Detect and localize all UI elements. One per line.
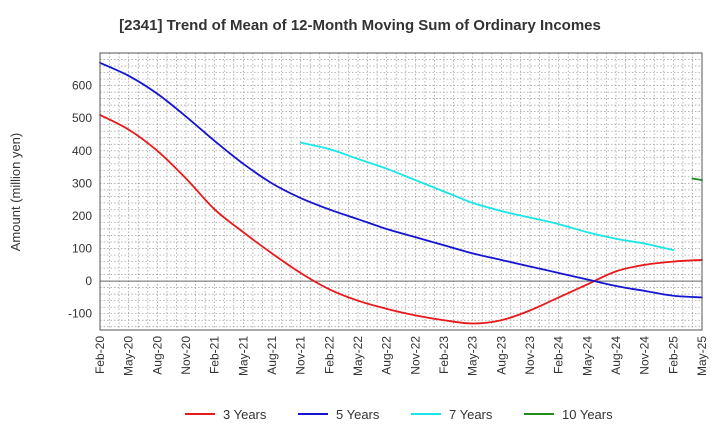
series-line-5-years bbox=[99, 61, 703, 299]
y-tick-label: 600 bbox=[72, 79, 92, 93]
x-tick-label: Feb-24 bbox=[552, 336, 566, 374]
y-tick-labels: -100 0 100 200 300 400 500 600 bbox=[68, 79, 92, 321]
legend-item-10-years: 10 Years bbox=[524, 407, 613, 422]
x-tick-label: Aug-24 bbox=[609, 336, 623, 375]
x-tick-label: Nov-21 bbox=[294, 336, 308, 375]
x-tick-label: Feb-22 bbox=[322, 336, 336, 374]
legend-label: 10 Years bbox=[562, 407, 613, 422]
series-line-10-years bbox=[691, 177, 703, 181]
x-tick-label: May-20 bbox=[122, 336, 136, 376]
x-tick-label: May-22 bbox=[351, 336, 365, 376]
y-tick-label: 100 bbox=[72, 242, 92, 256]
x-tick-labels: Feb-20 May-20 Aug-20 Nov-20 Feb-21 May-21 Aug-… bbox=[93, 336, 709, 376]
y-axis-label: Amount (million yen) bbox=[8, 133, 23, 252]
x-tick-label: Aug-23 bbox=[494, 336, 508, 375]
x-tick-label: Aug-21 bbox=[265, 336, 279, 375]
x-tick-label: May-23 bbox=[466, 336, 480, 376]
y-tick-label: 500 bbox=[72, 111, 92, 125]
chart-title: [2341] Trend of Mean of 12-Month Moving … bbox=[119, 17, 601, 34]
series-line-7-years bbox=[299, 141, 675, 252]
legend: 3 Years 5 Years 7 Years 10 Years bbox=[185, 407, 613, 422]
y-tick-label: 200 bbox=[72, 209, 92, 223]
series-lines bbox=[99, 61, 703, 325]
y-tick-label: 0 bbox=[85, 274, 92, 288]
series-line-3-years bbox=[99, 114, 703, 325]
x-tick-label: Nov-24 bbox=[638, 336, 652, 375]
legend-label: 3 Years bbox=[223, 407, 267, 422]
legend-item-3-years: 3 Years bbox=[185, 407, 267, 422]
y-tick-label: -100 bbox=[68, 307, 92, 321]
x-tick-label: May-25 bbox=[695, 336, 709, 376]
x-tick-label: Aug-20 bbox=[150, 336, 164, 375]
x-tick-label: Feb-23 bbox=[437, 336, 451, 374]
x-tick-label: May-24 bbox=[580, 336, 594, 376]
grid-lines bbox=[100, 52, 702, 330]
x-tick-label: Feb-21 bbox=[208, 336, 222, 374]
legend-item-5-years: 5 Years bbox=[298, 407, 380, 422]
x-tick-label: Nov-22 bbox=[408, 336, 422, 375]
y-tick-label: 400 bbox=[72, 144, 92, 158]
plot-frame bbox=[99, 52, 703, 331]
legend-item-7-years: 7 Years bbox=[411, 407, 493, 422]
legend-label: 5 Years bbox=[336, 407, 380, 422]
y-tick-label: 300 bbox=[72, 176, 92, 190]
legend-label: 7 Years bbox=[449, 407, 493, 422]
x-tick-label: Nov-20 bbox=[179, 336, 193, 375]
x-tick-label: May-21 bbox=[236, 336, 250, 376]
x-tick-label: Feb-20 bbox=[93, 336, 107, 374]
x-tick-label: Aug-22 bbox=[380, 336, 394, 375]
x-tick-label: Feb-25 bbox=[666, 336, 680, 374]
x-tick-label: Nov-23 bbox=[523, 336, 537, 375]
